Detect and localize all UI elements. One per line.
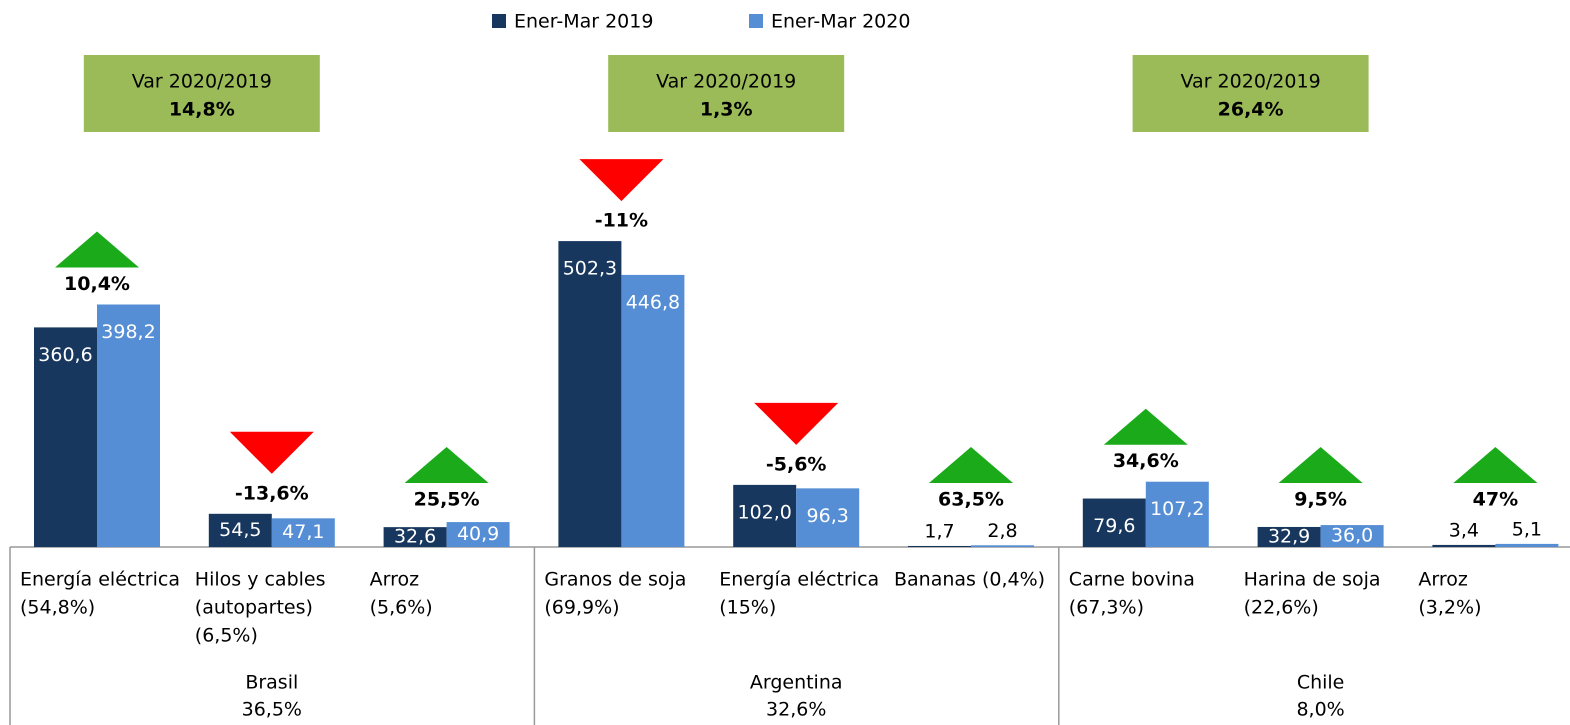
variation-title: Var 2020/2019 — [656, 71, 796, 93]
change-arrow-down — [754, 402, 839, 445]
value-label: 40,9 — [457, 523, 499, 545]
category-label: Granos de soja — [544, 569, 686, 591]
value-label: 102,0 — [737, 501, 791, 523]
value-label: 32,6 — [394, 526, 436, 548]
value-label: 107,2 — [1150, 498, 1204, 520]
value-label: 1,7 — [924, 520, 954, 542]
change-label: 25,5% — [414, 489, 480, 511]
bar — [446, 522, 510, 547]
legend-label: Ener-Mar 2020 — [771, 11, 910, 33]
change-arrow-up — [1278, 447, 1363, 483]
value-label: 36,0 — [1331, 525, 1373, 547]
value-label: 47,1 — [282, 521, 324, 543]
group-name: Chile — [1297, 672, 1345, 694]
value-label: 2,8 — [987, 520, 1017, 542]
category-label: (67,3%) — [1069, 597, 1144, 619]
change-arrow-up — [1103, 408, 1188, 445]
value-label: 79,6 — [1093, 515, 1135, 537]
bar — [34, 327, 97, 547]
bar — [97, 304, 160, 547]
bar — [208, 513, 272, 547]
value-label: 3,4 — [1449, 519, 1479, 541]
category-label: Energía eléctrica — [20, 569, 180, 591]
value-label: 502,3 — [563, 258, 617, 280]
value-label: 446,8 — [626, 291, 680, 313]
bar — [796, 488, 860, 547]
category-label: Harina de soja — [1244, 569, 1381, 591]
group-name: Argentina — [750, 672, 843, 694]
variation-box — [1132, 55, 1369, 132]
legend-label: Ener-Mar 2019 — [514, 11, 653, 33]
group-share: 32,6% — [766, 699, 826, 721]
bar — [1082, 498, 1146, 547]
legend-swatch — [492, 14, 506, 28]
change-label: 9,5% — [1294, 489, 1347, 511]
change-arrow-down — [229, 431, 314, 474]
category-label: Hilos y cables — [195, 569, 326, 591]
value-label: 5,1 — [1512, 518, 1542, 540]
bar — [971, 545, 1034, 547]
change-label: -11% — [595, 210, 648, 232]
variation-box — [83, 55, 320, 132]
bar — [383, 527, 447, 547]
variation-title: Var 2020/2019 — [132, 71, 272, 93]
category-label: (5,6%) — [370, 597, 433, 619]
bar — [621, 274, 685, 547]
bar — [271, 518, 335, 547]
change-arrow-up — [55, 231, 139, 268]
category-label: Bananas (0,4%) — [894, 569, 1045, 591]
bar — [1432, 544, 1496, 547]
group-share: 36,5% — [242, 699, 302, 721]
variation-value: 1,3% — [700, 99, 753, 121]
change-label: 34,6% — [1113, 450, 1179, 472]
change-label: 47% — [1473, 489, 1518, 511]
group-share: 8,0% — [1296, 699, 1344, 721]
change-arrow-up — [929, 447, 1013, 483]
legend-swatch — [749, 14, 763, 28]
category-label: Carne bovina — [1069, 569, 1195, 591]
category-label: Arroz — [1418, 569, 1467, 591]
variation-box — [608, 55, 845, 132]
value-label: 96,3 — [807, 505, 849, 527]
bar — [1145, 481, 1209, 547]
bar — [1495, 543, 1559, 547]
variation-value: 26,4% — [1218, 99, 1284, 121]
variation-title: Var 2020/2019 — [1181, 71, 1321, 93]
value-label: 360,6 — [38, 344, 92, 366]
category-label: Energía eléctrica — [719, 569, 879, 591]
category-label: (54,8%) — [20, 597, 95, 619]
variation-value: 14,8% — [169, 99, 235, 121]
change-label: 10,4% — [64, 273, 130, 295]
value-label: 32,9 — [1268, 525, 1310, 547]
category-label: (6,5%) — [195, 625, 258, 647]
group-name: Brasil — [245, 672, 298, 694]
category-label: (15%) — [719, 597, 776, 619]
value-label: 54,5 — [219, 519, 261, 541]
category-label: Arroz — [370, 569, 419, 591]
change-label: 63,5% — [938, 489, 1004, 511]
change-label: -5,6% — [766, 453, 827, 475]
bar — [733, 484, 797, 547]
change-arrow-up — [404, 447, 489, 483]
bar — [558, 241, 622, 547]
category-label: (69,9%) — [544, 597, 619, 619]
category-label: (22,6%) — [1244, 597, 1319, 619]
bar — [1320, 525, 1384, 547]
change-label: -13,6% — [235, 482, 309, 504]
change-arrow-down — [579, 159, 664, 202]
category-label: (3,2%) — [1418, 597, 1481, 619]
change-arrow-up — [1453, 447, 1538, 483]
value-label: 398,2 — [101, 321, 155, 343]
bar — [908, 545, 971, 547]
bar — [1257, 526, 1321, 547]
category-label: (autopartes) — [195, 597, 313, 619]
